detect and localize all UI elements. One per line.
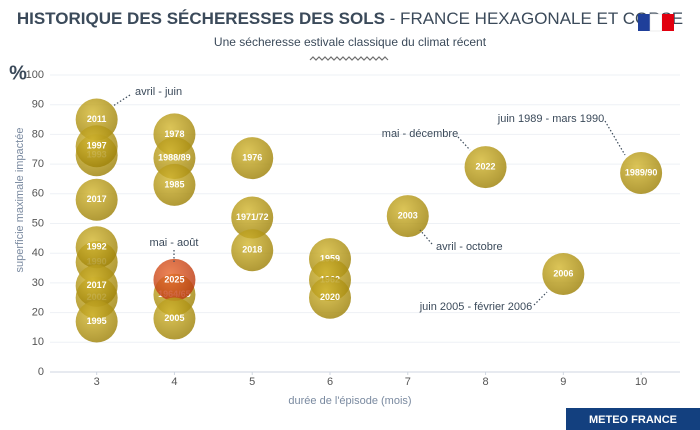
bubble-label: 2022	[476, 161, 496, 171]
bubble	[75, 300, 118, 343]
flag	[638, 13, 674, 32]
annotation: mai - décembre	[382, 128, 458, 140]
bubble-label: 2020	[320, 292, 340, 302]
y-tick-label: 0	[38, 366, 44, 378]
bubble-label: 2011	[87, 114, 107, 124]
annotation-leader	[419, 229, 433, 245]
x-tick-label: 10	[635, 376, 647, 388]
y-tick-label: 70	[32, 158, 44, 170]
x-tick-label: 9	[560, 376, 566, 388]
bubble-label: 1976	[242, 153, 262, 163]
bubble	[464, 146, 507, 189]
x-tick-label: 6	[327, 376, 333, 388]
y-tick-label: 80	[32, 128, 44, 140]
bubble-label: 1985	[164, 179, 184, 189]
y-tick-label: 100	[26, 69, 44, 81]
subtitle-decoration	[309, 56, 389, 61]
x-tick-label: 3	[94, 376, 100, 388]
x-tick-label: 5	[249, 376, 255, 388]
bubble-label: 1988/89	[158, 153, 191, 163]
footer-band	[566, 408, 700, 430]
bubble-label: 2005	[164, 313, 184, 323]
footer: METEO FRANCE	[589, 414, 677, 426]
bubble	[620, 152, 663, 195]
bubble-label: 1992	[87, 242, 107, 252]
bubble-label: 1959	[320, 254, 340, 264]
bubble	[231, 137, 274, 180]
bubble-label: 2003	[398, 210, 418, 220]
bubble-label: 2018	[242, 245, 262, 255]
bubble	[75, 125, 118, 168]
bubble	[75, 178, 118, 221]
bubble	[153, 297, 196, 340]
subtitle: Une sécheresse estivale classique du cli…	[214, 35, 487, 49]
bubble	[75, 264, 118, 307]
annotation-leader	[457, 136, 471, 151]
chart-title: HISTORIQUE DES SÉCHERESSES DES SOLS - FR…	[17, 9, 683, 28]
x-axis-label: durée de l'épisode (mois)	[288, 395, 411, 407]
bubble-label: 2006	[553, 268, 573, 278]
annotation-leader	[533, 291, 548, 306]
y-axis-label: superficie maximale impactée	[14, 128, 26, 273]
y-tick-label: 40	[32, 247, 44, 259]
bubble	[542, 252, 585, 295]
y-tick-label: 30	[32, 277, 44, 289]
bubble-label: 1978	[164, 129, 184, 139]
annotation: mai - août	[150, 237, 199, 249]
bubble-label: 1995	[87, 316, 107, 326]
y-tick-label: 50	[32, 217, 44, 229]
y-tick-label: 90	[32, 99, 44, 111]
bubble-highlight	[153, 258, 196, 301]
bubble-label: 1989/90	[625, 167, 658, 177]
bubble	[153, 163, 196, 206]
annotation: avril - octobre	[436, 241, 503, 253]
y-tick-label: 60	[32, 188, 44, 200]
y-tick-label: 20	[32, 307, 44, 319]
annotation: juin 1989 - mars 1990	[497, 113, 604, 125]
bubble-label: 2017	[87, 194, 107, 204]
annotation: juin 2005 - février 2006	[419, 301, 533, 313]
bubble-label: 1971/72	[236, 212, 269, 222]
bubble-label: 2017	[87, 280, 107, 290]
x-tick-label: 7	[405, 376, 411, 388]
bubble	[309, 276, 351, 319]
x-tick-label: 4	[171, 376, 177, 388]
bubble	[231, 196, 274, 239]
bubble	[75, 226, 118, 269]
bubble	[231, 229, 274, 272]
annotation-leader	[604, 120, 626, 156]
bubble	[386, 195, 429, 238]
x-tick-label: 8	[482, 376, 488, 388]
title-main: HISTORIQUE DES SÉCHERESSES DES SOLS	[17, 9, 385, 28]
y-tick-label: 10	[32, 336, 44, 348]
y-unit: %	[9, 62, 27, 84]
bubble-label: 1997	[87, 141, 107, 151]
annotation: avril - juin	[135, 86, 182, 98]
title-suffix: - FRANCE HEXAGONALE ET CORSE	[385, 9, 683, 28]
bubble-label: 2025	[164, 274, 184, 284]
